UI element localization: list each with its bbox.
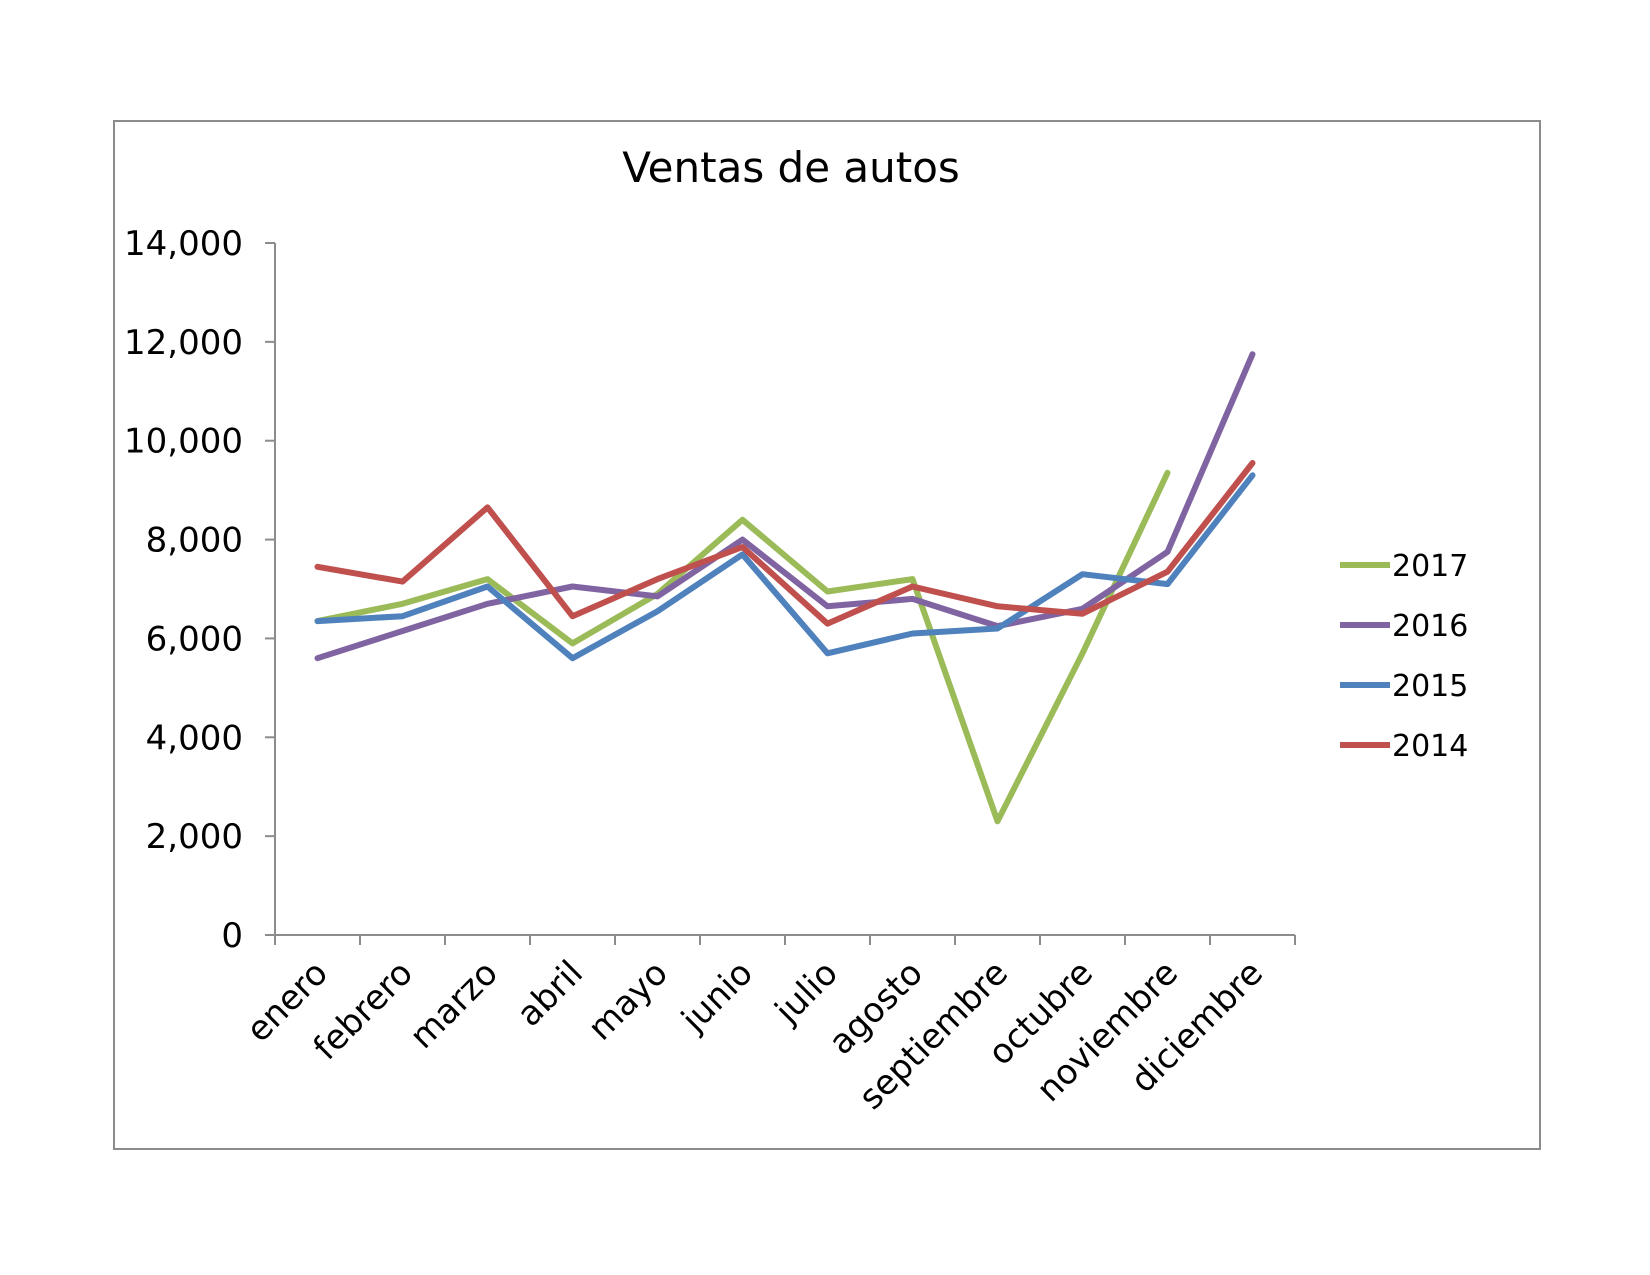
x-tick-label: junio	[673, 953, 761, 1041]
series-lines	[314, 351, 1256, 825]
series-line-2016	[314, 351, 1256, 662]
series-line-2017	[314, 469, 1171, 825]
y-tick-label: 6,000	[146, 619, 243, 659]
legend: 2017 2016 2015 2014	[1340, 549, 1468, 764]
x-tick-label: marzo	[402, 953, 506, 1057]
axes: 02,0004,0006,0008,00010,00012,00014,000e…	[124, 224, 1296, 1118]
legend-label-2015: 2015	[1392, 669, 1468, 704]
series-line-2014	[314, 460, 1256, 627]
x-tick-label: abril	[509, 953, 591, 1035]
line-chart: Ventas de autos 0 2,000 4,000 6,000 8,000 10,…	[124, 143, 1468, 1118]
x-tick-label: julio	[767, 953, 846, 1032]
y-tick-label: 0	[221, 916, 243, 956]
series-line-2015	[314, 472, 1256, 662]
y-tick-label: 4,000	[146, 718, 243, 758]
chart-title: Ventas de autos	[622, 143, 960, 192]
legend-label-2016: 2016	[1392, 609, 1468, 644]
y-tick-label: 14,000	[124, 224, 243, 264]
y-tick-label: 10,000	[124, 422, 243, 462]
y-tick-label: 12,000	[124, 323, 243, 363]
y-tick-label: 2,000	[146, 817, 243, 857]
y-tick-label: 8,000	[146, 521, 243, 561]
legend-label-2017: 2017	[1392, 549, 1468, 584]
legend-label-2014: 2014	[1392, 729, 1468, 764]
x-tick-label: mayo	[580, 953, 675, 1048]
chart-frame: Ventas de autos 0 2,000 4,000 6,000 8,000 10,…	[113, 120, 1541, 1150]
